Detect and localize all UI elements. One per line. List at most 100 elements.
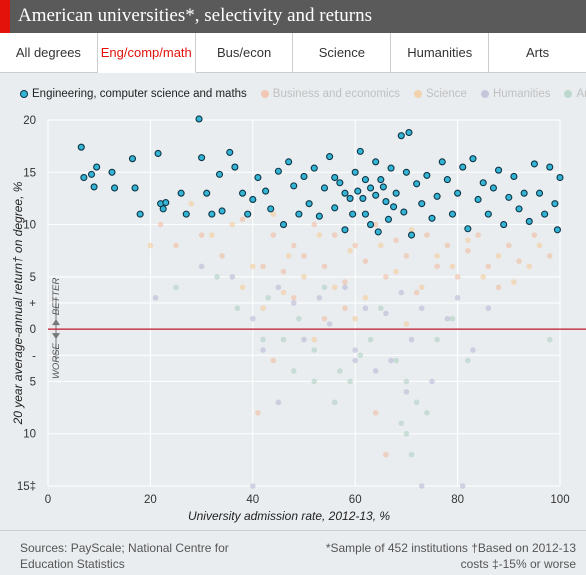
point-eng-60 bbox=[407, 231, 416, 239]
point-art-13 bbox=[393, 357, 399, 364]
point-bus-16 bbox=[372, 221, 379, 228]
point-bus-31 bbox=[531, 232, 538, 238]
point-bus-34 bbox=[342, 305, 348, 312]
point-bus-35 bbox=[372, 410, 379, 416]
point-eng-86 bbox=[541, 210, 549, 218]
point-art-0 bbox=[173, 284, 179, 291]
legend-item-hum: Humanities bbox=[480, 88, 550, 100]
point-bus-33 bbox=[270, 357, 277, 364]
point-art-8 bbox=[337, 368, 343, 374]
point-eng-45 bbox=[351, 168, 359, 176]
point-eng-90 bbox=[556, 173, 564, 182]
point-eng-97 bbox=[379, 183, 387, 191]
point-sci-1 bbox=[188, 200, 195, 207]
point-sci-23 bbox=[536, 242, 543, 249]
point-sci-9 bbox=[331, 284, 338, 291]
point-eng-80 bbox=[510, 172, 518, 181]
point-bus-4 bbox=[239, 216, 246, 223]
point-hum-29 bbox=[403, 389, 410, 395]
tab-eng-comp-math[interactable]: Eng/comp/math bbox=[97, 33, 196, 73]
legend-label-bus: Business and economics bbox=[272, 88, 401, 100]
point-sci-17 bbox=[449, 263, 456, 270]
point-eng-19 bbox=[208, 210, 216, 218]
point-eng-75 bbox=[484, 210, 492, 218]
point-eng-25 bbox=[244, 210, 252, 218]
point-art-6 bbox=[311, 347, 318, 353]
point-eng-65 bbox=[433, 192, 441, 200]
point-sci-14 bbox=[408, 227, 415, 233]
tab-science[interactable]: Science bbox=[293, 33, 392, 73]
point-eng-92 bbox=[367, 221, 375, 229]
chart-legend: Engineering, computer science and maths … bbox=[20, 86, 586, 102]
point-eng-87 bbox=[546, 163, 554, 171]
point-sci-2 bbox=[209, 232, 215, 238]
point-eng-64 bbox=[428, 214, 436, 222]
point-art-1 bbox=[214, 274, 220, 280]
point-sci-26 bbox=[280, 289, 287, 296]
footnote: *Sample of 452 institutions †Based on 20… bbox=[306, 540, 576, 572]
point-eng-48 bbox=[367, 184, 375, 192]
point-eng-50 bbox=[374, 228, 382, 236]
legend-marker-art bbox=[564, 90, 573, 98]
tab-bus-econ[interactable]: Bus/econ bbox=[195, 33, 294, 73]
point-eng-14 bbox=[177, 189, 185, 197]
point-hum-11 bbox=[352, 347, 359, 353]
point-eng-70 bbox=[459, 163, 467, 171]
point-eng-99 bbox=[372, 191, 380, 199]
tab-arts[interactable]: Arts bbox=[489, 33, 586, 73]
point-eng-38 bbox=[315, 212, 323, 220]
point-bus-1 bbox=[173, 242, 179, 249]
legend-label-art: Arts bbox=[576, 88, 586, 100]
worse-arrow-icon bbox=[52, 333, 60, 340]
point-eng-5 bbox=[108, 168, 116, 176]
point-hum-22 bbox=[470, 347, 476, 353]
tab-humanities[interactable]: Humanities bbox=[391, 33, 490, 73]
point-eng-44 bbox=[346, 194, 354, 202]
point-bus-5 bbox=[260, 263, 266, 270]
point-art-7 bbox=[321, 284, 328, 291]
point-bus-29 bbox=[506, 242, 512, 249]
point-eng-59 bbox=[405, 128, 413, 137]
point-eng-73 bbox=[474, 195, 482, 204]
tab-all-degrees[interactable]: All degrees bbox=[0, 33, 98, 73]
point-hum-17 bbox=[408, 336, 415, 343]
point-eng-49 bbox=[372, 158, 380, 166]
point-eng-100 bbox=[354, 187, 362, 195]
point-eng-42 bbox=[336, 179, 344, 187]
point-art-22 bbox=[403, 430, 410, 437]
point-eng-84 bbox=[530, 160, 538, 168]
better-arrow-icon bbox=[52, 319, 60, 326]
point-eng-52 bbox=[382, 198, 390, 206]
point-eng-74 bbox=[479, 179, 487, 187]
point-art-26 bbox=[260, 336, 266, 343]
legend-marker-bus bbox=[260, 90, 269, 98]
point-sci-28 bbox=[311, 336, 318, 343]
point-eng-10 bbox=[154, 149, 162, 158]
point-eng-98 bbox=[390, 203, 398, 211]
point-eng-29 bbox=[267, 205, 275, 213]
point-eng-41 bbox=[331, 204, 339, 212]
point-hum-15 bbox=[388, 357, 394, 364]
point-eng-34 bbox=[295, 210, 303, 218]
brand-accent-bar bbox=[0, 0, 10, 33]
point-art-12 bbox=[378, 305, 384, 312]
point-hum-6 bbox=[290, 300, 297, 306]
better-label: BETTER bbox=[51, 278, 62, 316]
point-sci-24 bbox=[239, 284, 246, 291]
point-eng-17 bbox=[198, 154, 206, 162]
point-eng-53 bbox=[384, 215, 393, 223]
point-eng-3 bbox=[90, 183, 98, 191]
point-bus-36 bbox=[383, 451, 389, 458]
point-eng-96 bbox=[349, 210, 357, 218]
point-eng-26 bbox=[249, 195, 257, 204]
point-bus-11 bbox=[321, 263, 328, 270]
point-eng-61 bbox=[413, 180, 421, 188]
chart-header: American universities*, selectivity and … bbox=[0, 0, 586, 33]
point-sci-8 bbox=[316, 232, 323, 238]
point-bus-13 bbox=[342, 279, 348, 285]
x-tick-label-5: 100 bbox=[550, 494, 569, 506]
legend-item-eng: Engineering, computer science and maths bbox=[20, 88, 247, 100]
point-bus-27 bbox=[485, 263, 492, 270]
point-bus-18 bbox=[393, 237, 399, 244]
point-bus-7 bbox=[280, 268, 287, 275]
